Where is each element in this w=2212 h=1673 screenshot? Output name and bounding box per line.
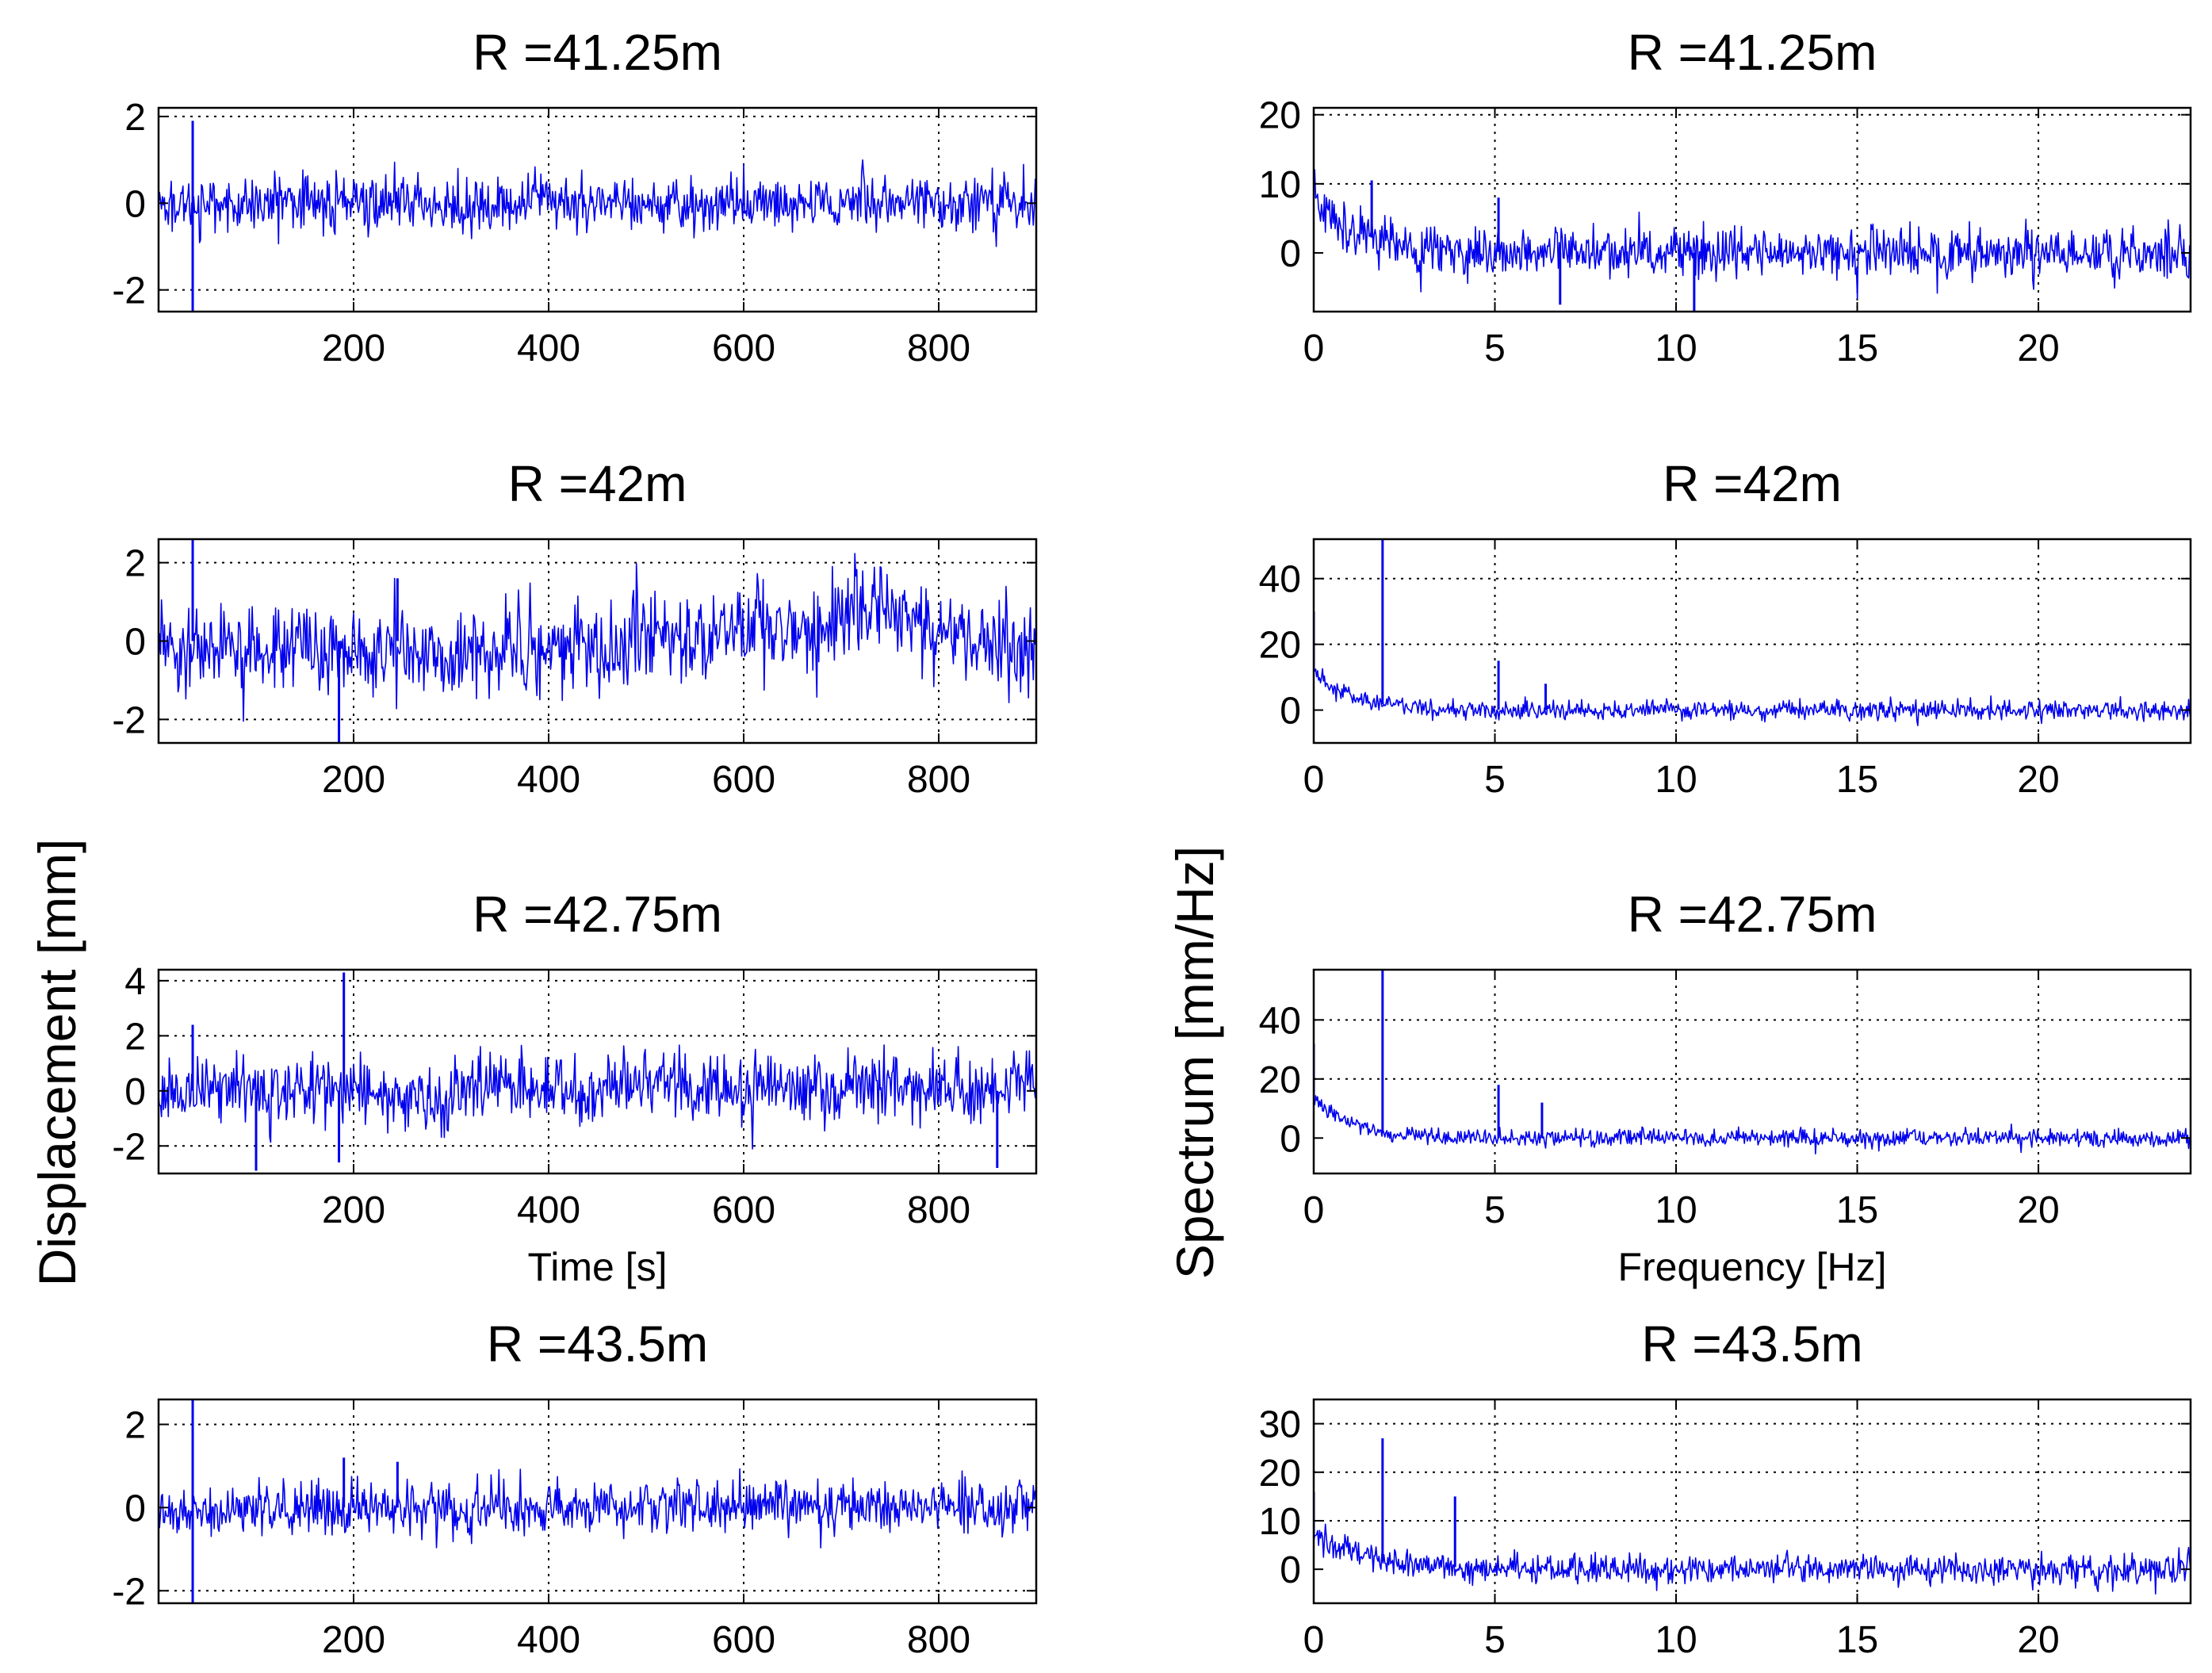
subplot-spec-42: R =42m 0 5 10 15 20 40 20 0 <box>1259 455 2192 801</box>
series-line <box>1314 1523 2191 1595</box>
x-tick-label: 800 <box>907 1619 970 1661</box>
x-tick-label: 400 <box>517 1619 580 1661</box>
series-line <box>1314 169 2191 300</box>
y-tick-label: 0 <box>124 1071 146 1113</box>
y-tick-label: 0 <box>124 1487 146 1529</box>
series-line <box>159 553 1036 722</box>
x-tick-label: 800 <box>907 1189 970 1231</box>
subplot-title: R =43.5m <box>487 1315 708 1372</box>
x-tick-label: 10 <box>1655 759 1697 801</box>
subplot-title: R =41.25m <box>1628 24 1877 81</box>
x-tick-label: 800 <box>907 759 970 801</box>
x-tick-label: 15 <box>1836 759 1878 801</box>
series-line <box>1314 1095 2191 1154</box>
series-line <box>159 159 1036 247</box>
y-tick-label: 2 <box>124 1016 146 1058</box>
x-tick-label: 400 <box>517 327 580 369</box>
x-tick-label: 800 <box>907 327 970 369</box>
x-tick-label: 0 <box>1303 327 1325 369</box>
series-line <box>159 1044 1036 1150</box>
y-tick-label: 20 <box>1259 95 1301 137</box>
y-tick-label: 20 <box>1259 1453 1301 1495</box>
subplot-spec-43-5: R =43.5m 0 5 10 15 20 30 20 10 0 <box>1259 1315 2192 1661</box>
subplot-title: R =41.25m <box>473 24 722 81</box>
y-tick-label: 2 <box>124 543 146 585</box>
subplot-title: R =42.75m <box>1628 886 1877 943</box>
subplot-title: R =42m <box>1663 455 1842 512</box>
subplot-disp-43-5: R =43.5m 200 400 600 800 2 0 -2 <box>112 1315 1038 1661</box>
x-tick-label: 200 <box>322 1189 385 1231</box>
axes-frame <box>1312 538 2192 745</box>
spectrum-ylabel: Spectrum [mm/Hz] <box>1165 846 1224 1279</box>
series-line <box>159 1468 1036 1549</box>
y-tick-label: 0 <box>1280 691 1301 733</box>
x-tick-label: 0 <box>1303 1619 1325 1661</box>
x-tick-label: 0 <box>1303 1189 1325 1231</box>
x-axis-label: Frequency [Hz] <box>1617 1245 1886 1289</box>
y-tick-label: 0 <box>1280 233 1301 275</box>
x-tick-label: 600 <box>712 759 775 801</box>
x-tick-label: 0 <box>1303 759 1325 801</box>
x-tick-label: 5 <box>1484 327 1506 369</box>
x-tick-label: 600 <box>712 1619 775 1661</box>
x-tick-label: 600 <box>712 1189 775 1231</box>
y-tick-label: 0 <box>1280 1549 1301 1591</box>
y-tick-label: 30 <box>1259 1404 1301 1446</box>
subplot-disp-42: R =42m 200 400 600 800 2 0 -2 <box>112 455 1038 801</box>
y-tick-label: 0 <box>1280 1118 1301 1160</box>
x-tick-label: 20 <box>2017 1189 2059 1231</box>
y-tick-label: 40 <box>1259 559 1301 601</box>
x-tick-label: 5 <box>1484 759 1506 801</box>
x-tick-label: 10 <box>1655 327 1697 369</box>
axes-frame <box>157 1398 1038 1605</box>
y-tick-label: -2 <box>112 1571 146 1613</box>
x-tick-label: 15 <box>1836 1189 1878 1231</box>
x-tick-label: 400 <box>517 759 580 801</box>
y-tick-label: 10 <box>1259 1501 1301 1543</box>
y-tick-label: 40 <box>1259 1000 1301 1042</box>
x-axis-label: Time [s] <box>528 1245 668 1289</box>
x-tick-label: 600 <box>712 327 775 369</box>
y-tick-label: -2 <box>112 699 146 741</box>
x-tick-label: 5 <box>1484 1189 1506 1231</box>
x-tick-label: 20 <box>2017 759 2059 801</box>
y-tick-label: 20 <box>1259 625 1301 667</box>
subplot-title: R =42m <box>508 455 687 512</box>
x-tick-label: 20 <box>2017 1619 2059 1661</box>
y-tick-label: -2 <box>112 270 146 312</box>
axes-frame <box>1312 968 2192 1175</box>
axes-frame <box>157 968 1038 1175</box>
x-tick-label: 5 <box>1484 1619 1506 1661</box>
series-line <box>1314 668 2191 726</box>
subplot-disp-42-75: R =42.75m 200 400 600 800 4 2 0 -2 Time [s] <box>112 886 1038 1289</box>
x-tick-label: 200 <box>322 1619 385 1661</box>
x-tick-label: 200 <box>322 327 385 369</box>
axes-frame <box>1312 1398 2192 1605</box>
x-tick-label: 10 <box>1655 1189 1697 1231</box>
subplot-title: R =42.75m <box>473 886 722 943</box>
x-tick-label: 15 <box>1836 1619 1878 1661</box>
x-tick-label: 20 <box>2017 327 2059 369</box>
y-tick-label: 20 <box>1259 1059 1301 1101</box>
x-tick-label: 10 <box>1655 1619 1697 1661</box>
x-tick-label: 15 <box>1836 327 1878 369</box>
y-tick-label: 4 <box>124 961 146 1003</box>
axes-frame <box>157 106 1038 313</box>
displacement-ylabel: Displacement [mm] <box>28 839 86 1287</box>
y-tick-label: 0 <box>124 183 146 225</box>
y-tick-label: 2 <box>124 97 146 139</box>
subplot-spec-41-25: R =41.25m 0 5 10 15 20 20 10 0 <box>1259 24 2192 369</box>
x-tick-label: 400 <box>517 1189 580 1231</box>
y-tick-label: 10 <box>1259 164 1301 206</box>
x-tick-label: 200 <box>322 759 385 801</box>
y-tick-label: 0 <box>124 622 146 664</box>
axes-frame <box>1312 106 2192 313</box>
subplot-title: R =43.5m <box>1641 1315 1862 1372</box>
subplot-disp-41-25: R =41.25m 200 400 600 800 2 0 -2 <box>112 24 1038 369</box>
y-tick-label: -2 <box>112 1126 146 1168</box>
y-tick-label: 2 <box>124 1404 146 1446</box>
subplot-spec-42-75: R =42.75m 0 5 10 15 20 40 20 0 Frequency [Hz] <box>1259 886 2192 1289</box>
